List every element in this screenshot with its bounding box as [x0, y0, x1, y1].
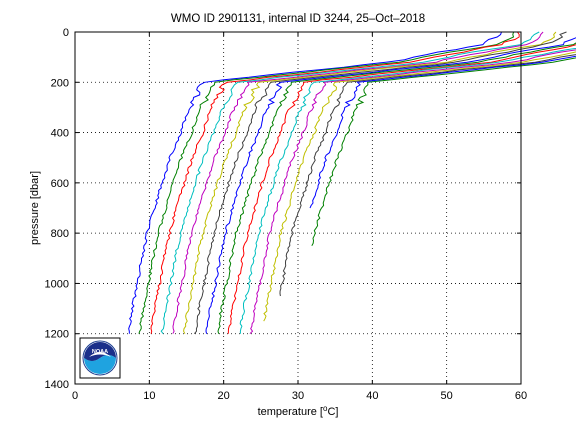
- logo-gull: [89, 352, 111, 357]
- profile-line-5: [172, 31, 544, 334]
- profile-line-10: [227, 44, 576, 334]
- noaa-logo: NOAA: [79, 337, 121, 379]
- grid-lines: [75, 32, 521, 384]
- x-tick-label: 40: [366, 390, 378, 402]
- chart-title: WMO ID 2901131, internal ID 3244, 25–Oct…: [171, 13, 425, 25]
- x-tick-label: 60: [515, 390, 527, 402]
- y-axis-label: pressure [dbar]: [29, 171, 41, 245]
- profile-line-3: [150, 31, 520, 334]
- logo-wordmark: NOAA: [92, 349, 108, 355]
- profile-line-13: [263, 51, 576, 322]
- x-axis-label: temperature [oC]: [258, 404, 339, 418]
- x-tick-label: 10: [143, 390, 155, 402]
- y-tick-label: 600: [51, 178, 69, 190]
- x-tick-label: 30: [292, 390, 304, 402]
- x-tick-label: 50: [441, 390, 453, 402]
- profile-line-4: [160, 31, 540, 335]
- y-tick-label: 1000: [45, 278, 69, 290]
- profile-line-11: [239, 47, 576, 334]
- x-tick-label: 0: [72, 390, 78, 402]
- y-tick-label: 1400: [45, 379, 69, 391]
- profile-line-8: [205, 37, 576, 334]
- profile-line-15: [309, 55, 576, 209]
- profile-line-9: [217, 42, 576, 334]
- profile-line-16: [311, 57, 576, 246]
- profile-series-group: [128, 31, 576, 335]
- logo-wave: [84, 355, 116, 374]
- profile-line-2: [138, 31, 515, 334]
- profile-line-12: [249, 49, 576, 335]
- profile-line-14: [279, 53, 576, 297]
- profile-line-1: [128, 31, 502, 334]
- y-tick-label: 200: [51, 77, 69, 89]
- profile-line-6: [183, 31, 557, 334]
- logo-sky: [84, 342, 116, 361]
- y-tick-label: 400: [51, 128, 69, 140]
- y-tick-label: 1200: [45, 329, 69, 341]
- y-tick-label: 0: [63, 27, 69, 39]
- y-tick-label: 800: [51, 228, 69, 240]
- profile-line-7: [194, 31, 567, 335]
- x-tick-label: 20: [218, 390, 230, 402]
